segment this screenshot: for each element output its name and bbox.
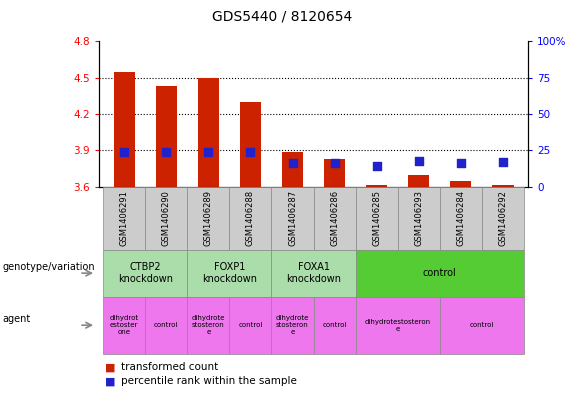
Text: control: control: [323, 322, 347, 328]
Text: GSM1406292: GSM1406292: [498, 191, 507, 246]
Text: GSM1406287: GSM1406287: [288, 190, 297, 246]
Point: [246, 149, 255, 155]
Bar: [450, 181, 471, 187]
Point: [330, 160, 339, 167]
Bar: [198, 77, 219, 187]
Text: transformed count: transformed count: [121, 362, 219, 373]
Text: CTBP2
knockdown: CTBP2 knockdown: [118, 263, 173, 284]
Bar: [366, 185, 387, 187]
Text: FOXP1
knockdown: FOXP1 knockdown: [202, 263, 257, 284]
Point: [457, 160, 466, 167]
Text: GSM1406284: GSM1406284: [457, 191, 466, 246]
Text: GSM1406286: GSM1406286: [330, 190, 339, 246]
Text: control: control: [238, 322, 263, 328]
Text: agent: agent: [3, 314, 31, 324]
Point: [120, 149, 129, 155]
Point: [498, 159, 507, 165]
Bar: [282, 152, 303, 187]
Text: control: control: [470, 322, 494, 328]
Text: GSM1406288: GSM1406288: [246, 190, 255, 246]
Text: dihydrote
stosteron
e: dihydrote stosteron e: [276, 315, 309, 335]
Text: ■: ■: [105, 362, 115, 373]
Text: genotype/variation: genotype/variation: [3, 262, 95, 272]
Point: [372, 163, 381, 169]
Text: FOXA1
knockdown: FOXA1 knockdown: [286, 263, 341, 284]
Text: GSM1406291: GSM1406291: [120, 191, 129, 246]
Text: GSM1406293: GSM1406293: [414, 191, 423, 246]
Bar: [156, 86, 177, 187]
Text: dihydrotestosteron
e: dihydrotestosteron e: [365, 319, 431, 332]
Text: dihydrote
stosteron
e: dihydrote stosteron e: [192, 315, 225, 335]
Text: GSM1406285: GSM1406285: [372, 191, 381, 246]
Bar: [240, 102, 261, 187]
Text: GSM1406290: GSM1406290: [162, 191, 171, 246]
Bar: [408, 174, 429, 187]
Point: [414, 157, 423, 163]
Point: [204, 149, 213, 155]
Text: ■: ■: [105, 376, 115, 386]
Bar: [324, 159, 345, 187]
Point: [288, 160, 297, 167]
Text: control: control: [154, 322, 179, 328]
Text: control: control: [423, 268, 457, 278]
Text: GSM1406289: GSM1406289: [204, 191, 213, 246]
Bar: [114, 72, 134, 187]
Text: dihydrot
estoster
one: dihydrot estoster one: [110, 315, 138, 335]
Point: [162, 149, 171, 155]
Text: GDS5440 / 8120654: GDS5440 / 8120654: [212, 10, 353, 24]
Bar: [493, 185, 514, 187]
Text: percentile rank within the sample: percentile rank within the sample: [121, 376, 297, 386]
